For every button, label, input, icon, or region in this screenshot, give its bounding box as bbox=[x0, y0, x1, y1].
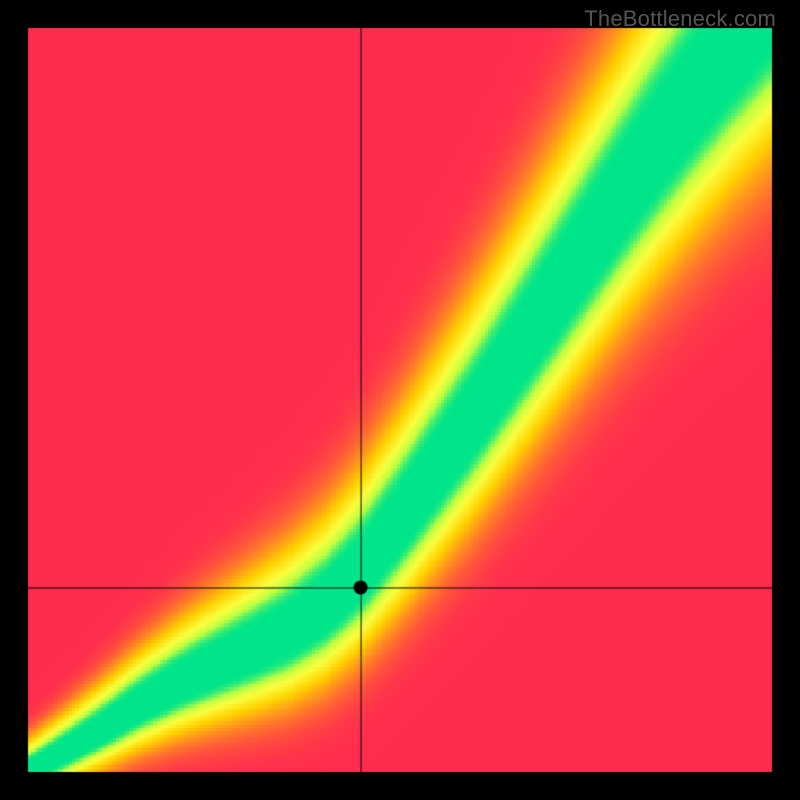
chart-container: TheBottleneck.com bbox=[0, 0, 800, 800]
bottleneck-heatmap bbox=[0, 0, 800, 800]
watermark-text: TheBottleneck.com bbox=[584, 6, 776, 32]
